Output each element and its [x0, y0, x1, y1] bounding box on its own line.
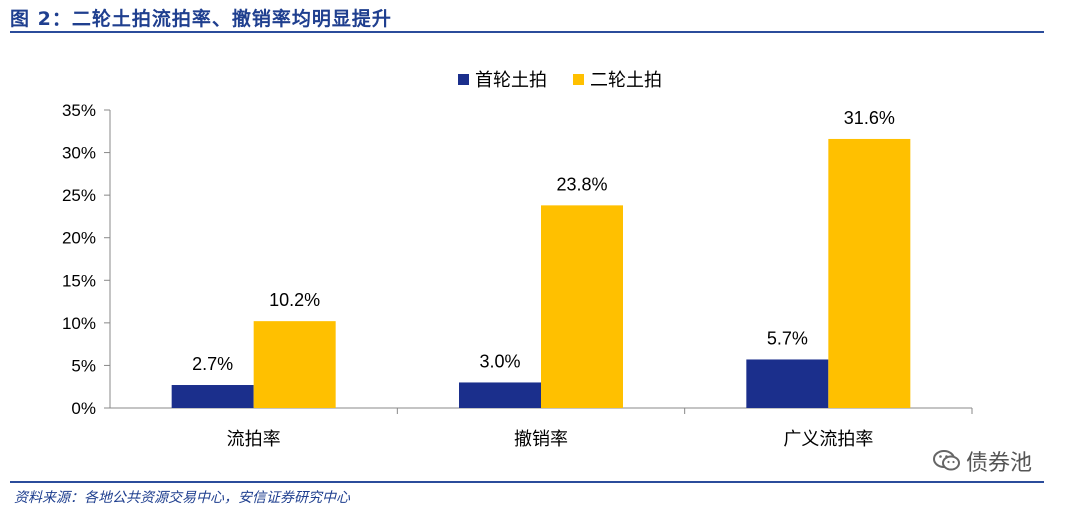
- data-label: 3.0%: [479, 351, 520, 371]
- data-label: 23.8%: [556, 174, 607, 194]
- legend-label-series1: 首轮土拍: [475, 70, 547, 91]
- top-divider: [10, 31, 1044, 33]
- watermark-text: 债券池: [966, 451, 1033, 476]
- header: 图 2：二轮土拍流拍率、撤销率均明显提升: [0, 0, 1080, 30]
- chart-legend: 首轮土拍 二轮土拍: [458, 66, 688, 92]
- legend-swatch-series1: [458, 73, 469, 85]
- legend-label-series2: 二轮土拍: [590, 70, 662, 91]
- y-tick-label: 0%: [71, 399, 96, 418]
- legend-swatch-series2: [573, 73, 584, 85]
- y-tick-label: 30%: [62, 144, 96, 163]
- y-tick-label: 15%: [62, 271, 96, 290]
- watermark: 债券池: [932, 446, 1032, 476]
- bar-series2: [541, 205, 623, 408]
- x-tick-label: 流拍率: [227, 429, 281, 450]
- y-tick-label: 20%: [62, 229, 96, 248]
- data-label: 10.2%: [269, 290, 320, 310]
- bar-chart: 0% 5% 10% 15% 20% 25% 30% 35% 流拍率 2.7% 10.2% 撤销率 3.0…: [62, 101, 973, 450]
- legend-item-series1: 首轮土拍: [458, 66, 547, 92]
- x-tick-label: 广义流拍率: [783, 429, 873, 450]
- bottom-divider: [10, 481, 1044, 483]
- x-tick-label: 撤销率: [514, 429, 568, 450]
- source-note: 资料来源：各地公共资源交易中心，安信证券研究中心: [14, 490, 350, 506]
- data-label: 2.7%: [192, 354, 233, 374]
- data-label: 5.7%: [767, 328, 808, 348]
- bar-series2: [828, 138, 911, 408]
- y-tick-label: 10%: [62, 314, 96, 333]
- y-tick-label: 35%: [62, 101, 96, 120]
- y-tick-label: 25%: [62, 186, 96, 205]
- legend-item-series2: 二轮土拍: [573, 66, 662, 92]
- bar-series1: [171, 385, 254, 408]
- bar-series1: [746, 359, 829, 408]
- bar-series1: [459, 382, 541, 408]
- y-tick-label: 5%: [71, 356, 96, 375]
- wechat-icon: [933, 450, 960, 471]
- bar-series2: [253, 321, 336, 408]
- data-label: 31.6%: [844, 108, 895, 128]
- page-title: 图 2：二轮土拍流拍率、撤销率均明显提升: [10, 8, 392, 30]
